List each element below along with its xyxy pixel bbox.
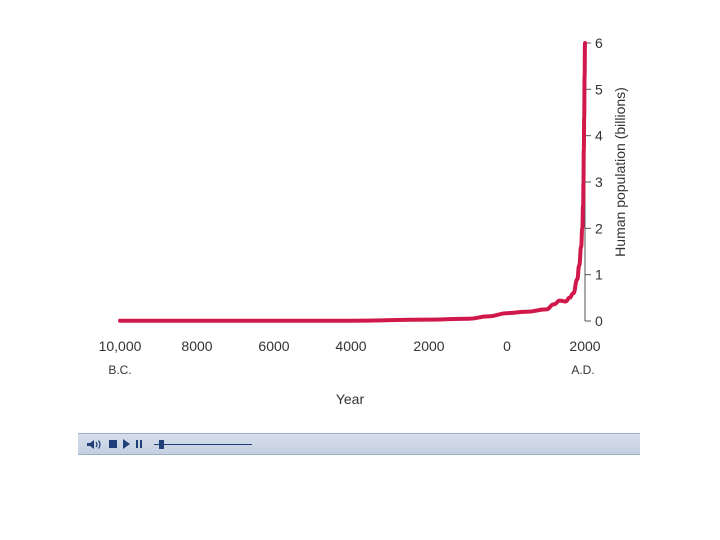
x-tick-label: 8000	[181, 338, 212, 354]
x-tick-label: 0	[503, 338, 511, 354]
play-icon[interactable]	[123, 439, 130, 449]
y-tick-label: 0	[595, 313, 603, 329]
pause-icon[interactable]	[136, 439, 143, 450]
y-axis-title: Human population (billions)	[612, 87, 628, 257]
media-player-bar	[78, 433, 640, 455]
population-line	[118, 41, 587, 323]
progress-track[interactable]	[154, 444, 252, 445]
bc-label: B.C.	[108, 363, 131, 377]
ad-label: A.D.	[571, 363, 594, 377]
stop-icon[interactable]	[109, 440, 117, 448]
x-axis: 10,000 8000 6000 4000 2000 0 2000	[99, 338, 601, 354]
x-tick-label: 6000	[258, 338, 289, 354]
y-tick-label: 5	[595, 81, 603, 97]
x-axis-title: Year	[336, 391, 365, 407]
y-tick-label: 6	[595, 35, 603, 51]
y-axis: 0 1 2 3 4 5 6	[584, 35, 603, 329]
x-tick-label: 2000	[569, 338, 600, 354]
x-tick-label: 2000	[413, 338, 444, 354]
y-tick-label: 3	[595, 174, 603, 190]
speaker-icon[interactable]	[86, 439, 104, 450]
y-tick-label: 4	[595, 128, 603, 144]
x-tick-label: 4000	[335, 338, 366, 354]
y-tick-label: 1	[595, 267, 603, 283]
x-tick-label: 10,000	[99, 338, 142, 354]
progress-thumb[interactable]	[158, 440, 164, 449]
y-tick-label: 2	[595, 220, 603, 236]
